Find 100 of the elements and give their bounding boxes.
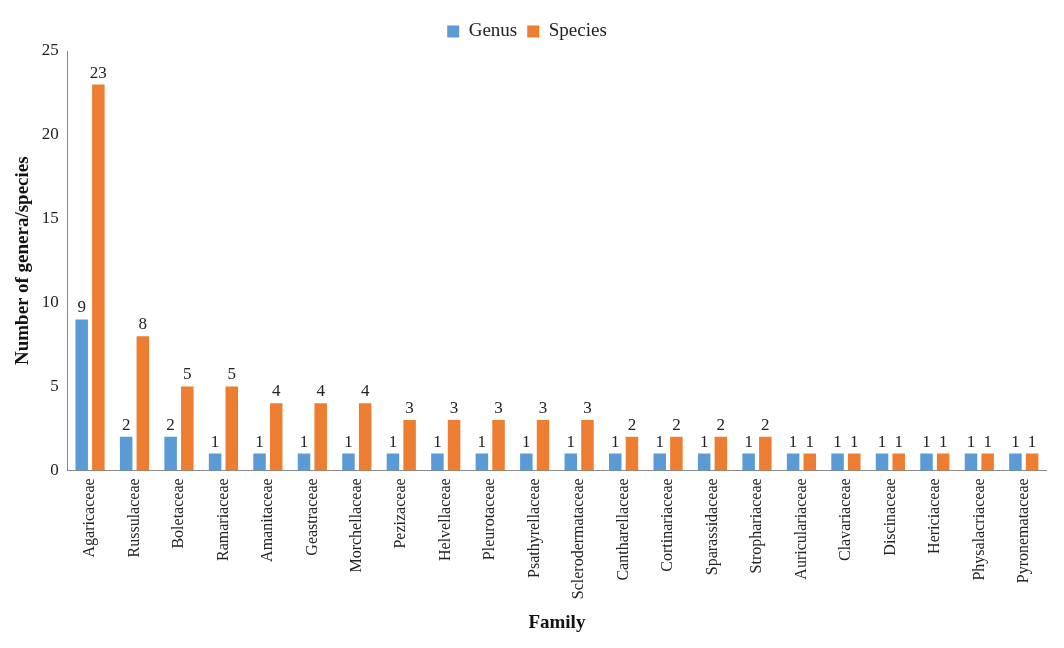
data-label: 4 [360, 381, 370, 401]
x-tick-label: Hericiaceae [925, 478, 943, 554]
data-label: 5 [183, 364, 192, 384]
bar [536, 420, 550, 471]
data-label: 2 [716, 414, 726, 434]
y-tick-label: 25 [41, 40, 59, 60]
data-label: 1 [850, 431, 859, 451]
x-tick-label: Psathyrellaceae [524, 478, 543, 578]
data-label: 1 [1027, 431, 1037, 451]
data-label: 2 [166, 414, 175, 434]
data-label: 1 [344, 431, 353, 451]
data-label: 1 [299, 431, 309, 451]
bar [1009, 453, 1022, 471]
bar [1025, 453, 1039, 471]
data-label: 1 [655, 431, 664, 451]
data-label: 1 [522, 431, 531, 451]
bar [342, 453, 355, 471]
data-label: 1 [1011, 431, 1020, 451]
y-tick-label: 5 [50, 375, 59, 395]
data-label: 2 [672, 414, 681, 434]
bar [386, 453, 400, 471]
x-tick-label: Pyronemataceae [1013, 478, 1032, 584]
bar [848, 453, 861, 471]
bar [520, 453, 533, 471]
bar [403, 420, 416, 471]
x-tick-label: Helvellaceae [435, 478, 453, 561]
data-label: 2 [627, 414, 637, 434]
data-label: 9 [77, 297, 86, 317]
bar [75, 319, 88, 471]
bar [581, 420, 594, 471]
data-label: 3 [405, 398, 414, 418]
data-label: 4 [316, 381, 326, 401]
x-tick-label: Morchellaceae [347, 478, 365, 573]
bar [253, 453, 266, 471]
x-tick-label: Boletaceae [169, 478, 187, 549]
data-label: 1 [744, 431, 753, 451]
data-label: 1 [983, 431, 992, 451]
bar [981, 453, 994, 471]
bar [742, 453, 755, 471]
x-tick-label: Auriculariaceae [791, 478, 809, 580]
data-label: 1 [611, 431, 620, 451]
data-label: 8 [138, 314, 148, 334]
data-label: 1 [388, 431, 398, 451]
data-label: 3 [494, 398, 503, 418]
bar [314, 403, 327, 471]
y-tick-label: 20 [41, 124, 59, 144]
data-label: 1 [477, 431, 487, 451]
data-label: 1 [894, 431, 903, 451]
data-label: 1 [833, 431, 842, 451]
bar [786, 453, 800, 471]
bar [936, 453, 950, 471]
x-tick-label: Agaricaceae [80, 478, 99, 558]
x-tick-label: Geastraceae [302, 478, 320, 556]
data-label: 1 [566, 431, 576, 451]
bar [625, 436, 639, 471]
x-tick-label: Clavariaceae [836, 478, 854, 561]
data-label: 1 [938, 431, 948, 451]
x-tick-label: Ramariaceae [213, 478, 231, 561]
bar [714, 436, 728, 471]
data-label: 3 [538, 398, 548, 418]
bar [181, 386, 194, 471]
data-label: 23 [89, 62, 107, 82]
y-axis-title: Number of genera/species [11, 156, 33, 366]
bar [164, 436, 177, 471]
data-label: 3 [449, 398, 459, 418]
bar [136, 336, 150, 471]
bar [875, 453, 889, 471]
data-label: 1 [210, 431, 220, 451]
bar [92, 84, 105, 471]
bar [492, 420, 505, 471]
bar [609, 453, 622, 471]
x-tick-label: Cortinariaceae [658, 478, 676, 572]
bar [358, 403, 372, 471]
bar [564, 453, 578, 471]
data-label: 3 [583, 398, 592, 418]
data-label: 1 [877, 431, 887, 451]
bar [119, 436, 133, 471]
data-label: 2 [121, 414, 131, 434]
bar [225, 386, 239, 471]
bar [297, 453, 311, 471]
data-label: 1 [788, 431, 798, 451]
data-label: 1 [805, 431, 815, 451]
bar [892, 453, 905, 471]
y-tick-label: 15 [41, 208, 59, 228]
x-tick-label: Amanitaceae [258, 478, 276, 562]
data-label: 4 [271, 381, 281, 401]
x-tick-label: Sclerodermataceae [569, 478, 587, 600]
bar [759, 436, 772, 471]
x-tick-label: Strophariaceae [747, 478, 766, 574]
data-label: 1 [255, 431, 264, 451]
bar [653, 453, 666, 471]
legend-label: Species [548, 19, 607, 41]
bar [431, 453, 444, 471]
data-label: 5 [227, 364, 237, 384]
bar [475, 453, 489, 471]
x-tick-label: Sparassidaceae [702, 478, 721, 576]
bar [920, 453, 933, 471]
x-tick-label: Discinaceae [880, 478, 898, 556]
bar [269, 403, 283, 471]
bar [697, 453, 711, 471]
